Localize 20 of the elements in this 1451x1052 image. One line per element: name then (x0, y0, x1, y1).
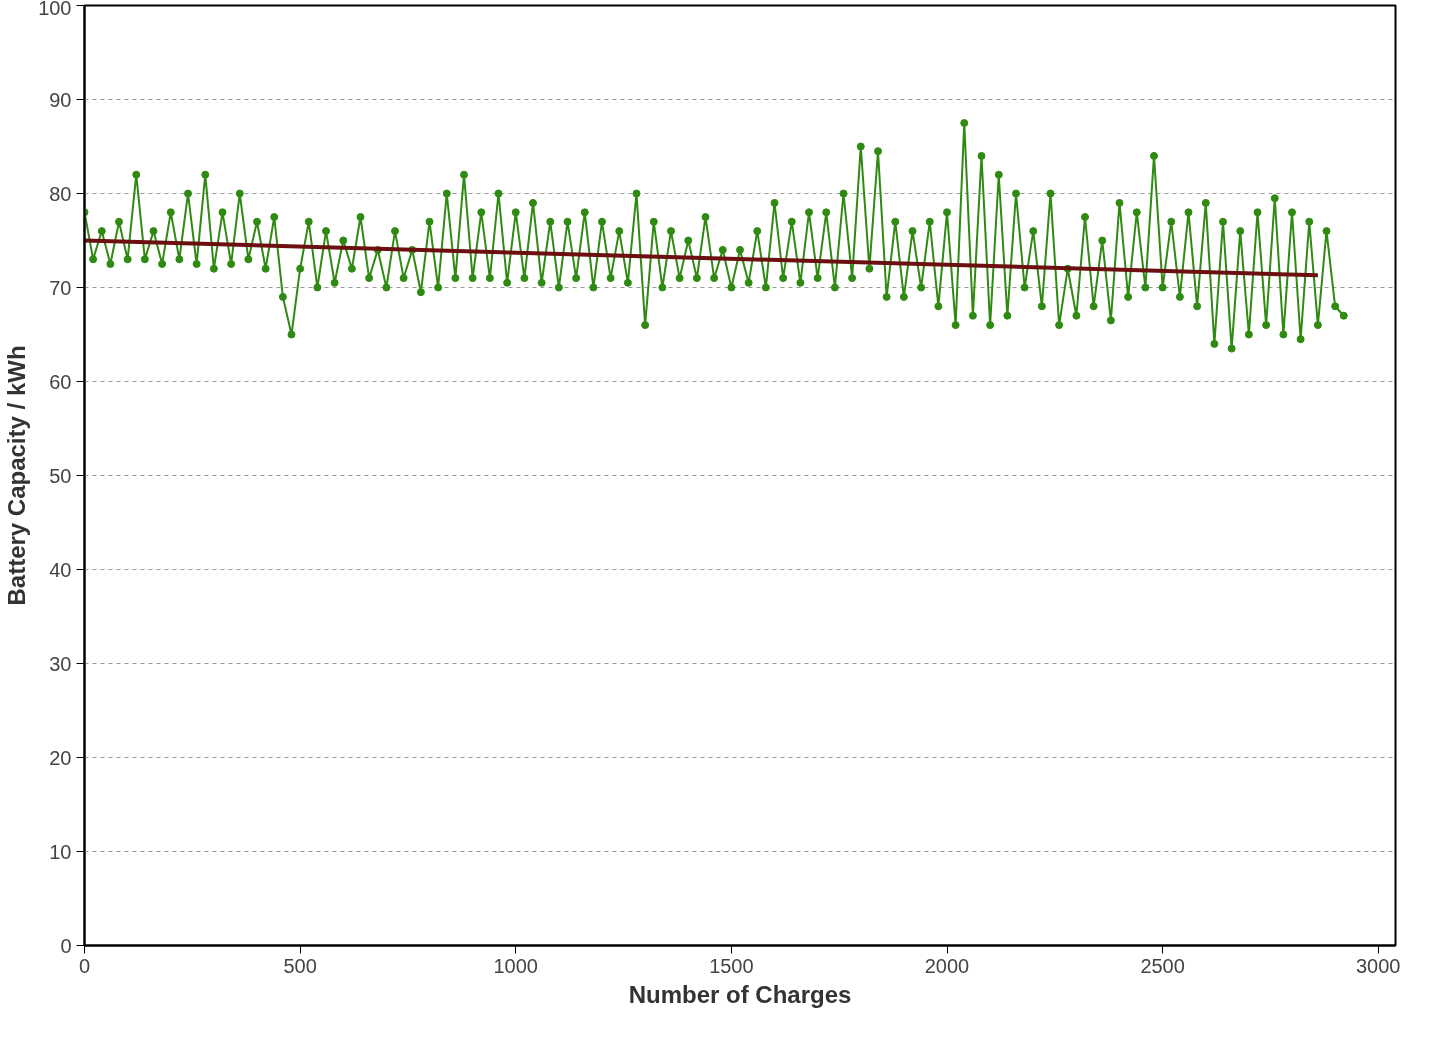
y-tick-label: 20 (49, 746, 72, 769)
y-tick-label: 50 (49, 464, 72, 487)
x-tick-label: 500 (283, 954, 317, 977)
y-axis-title: Battery Capacity / kWh (3, 345, 31, 606)
x-tick-label: 2500 (1140, 954, 1185, 977)
y-tick-label: 80 (49, 182, 72, 205)
y-tick-label: 70 (49, 276, 72, 299)
x-axis-title: Number of Charges (628, 980, 852, 1008)
x-tick-label: 1000 (493, 954, 538, 977)
x-tick-label: 1500 (709, 954, 754, 977)
y-tick-label: 60 (49, 370, 72, 393)
x-tick-label: 2000 (924, 954, 970, 977)
y-tick-label: 10 (49, 840, 72, 863)
y-tick-label: 90 (49, 88, 72, 111)
x-tick-label: 3000 (1356, 954, 1401, 977)
x-tick-label: 0 (78, 954, 91, 977)
y-tick-label: 40 (49, 558, 72, 581)
y-tick-label: 30 (49, 652, 72, 675)
y-tick-label: 100 (38, 0, 72, 19)
y-tick-label: 0 (60, 934, 72, 957)
